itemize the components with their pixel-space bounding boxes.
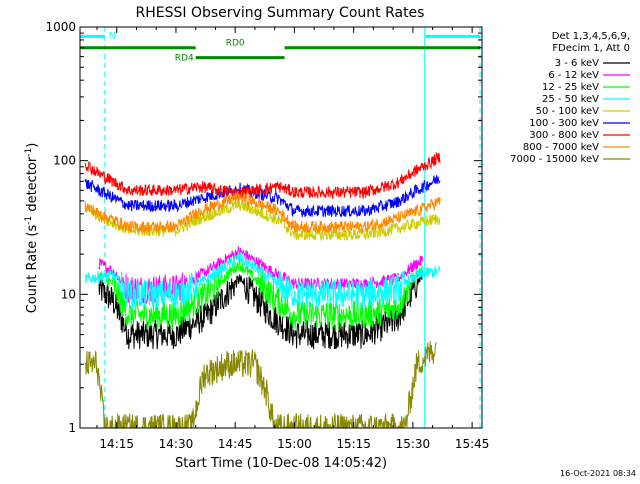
x-tick-label-0: 14:15: [99, 437, 134, 451]
legend-label-6: 300 - 800 keV: [529, 130, 599, 141]
plot-frame: [79, 26, 483, 429]
series-line-5: [84, 174, 441, 218]
bar-label-n: N: [109, 31, 116, 41]
series-line-2: [98, 258, 424, 331]
y-axis-label-sup1: -1: [24, 216, 34, 225]
legend-label-2: 12 - 25 keV: [542, 82, 599, 93]
x-tick-label-3: 15:00: [277, 437, 312, 451]
x-tick-label-4: 15:15: [336, 437, 371, 451]
y-axis-label: Count Rate (s-1 detector-1): [24, 143, 40, 314]
y-axis-label-mid: detector: [25, 156, 40, 216]
legend-label-5: 100 - 300 keV: [529, 118, 599, 129]
series-line-6: [84, 151, 441, 200]
chart-title: RHESSI Observing Summary Count Rates: [136, 5, 425, 21]
x-tick-label-5: 15:30: [396, 437, 431, 451]
legend-label-1: 6 - 12 keV: [548, 70, 599, 81]
x-axis-label: Start Time (10-Dec-08 14:05:42): [175, 456, 387, 471]
y-axis-label-sup2: -1: [24, 148, 34, 157]
series-line-0: [98, 271, 424, 350]
x-tick-label-2: 14:45: [218, 437, 253, 451]
series-line-3: [84, 252, 441, 310]
legend-label-4: 50 - 100 keV: [536, 106, 600, 117]
legend-label-7: 800 - 7000 keV: [523, 142, 599, 153]
y-tick-label-2: 100: [53, 154, 76, 168]
series-line-7: [84, 190, 441, 234]
x-tick-label-1: 14:30: [159, 437, 194, 451]
y-tick-label-1: 10: [61, 287, 76, 301]
legend: Det 1,3,4,5,6,9,FDecim 1, Att 0 3 - 6 keV…: [510, 31, 630, 165]
series-line-8: [84, 341, 437, 430]
y-axis-label-end: ): [25, 143, 40, 148]
legend-label-8: 7000 - 15000 keV: [510, 154, 599, 165]
legend-header-1: FDecim 1, Att 0: [552, 43, 630, 54]
x-tick-label-6: 15:45: [455, 437, 490, 451]
date-stamp: 16-Oct-2021 08:34: [560, 469, 636, 478]
legend-header-0: Det 1,3,4,5,6,9,: [552, 31, 630, 42]
bar-label-rd4: RD4: [175, 54, 194, 64]
y-tick-label-3: 1000: [45, 20, 76, 34]
bar-label-rd0: RD0: [226, 39, 245, 49]
legend-label-3: 25 - 50 keV: [542, 94, 599, 105]
y-axis-label-main: Count Rate (s: [25, 225, 40, 314]
legend-label-0: 3 - 6 keV: [555, 58, 599, 69]
y-tick-label-0: 1: [68, 421, 76, 435]
